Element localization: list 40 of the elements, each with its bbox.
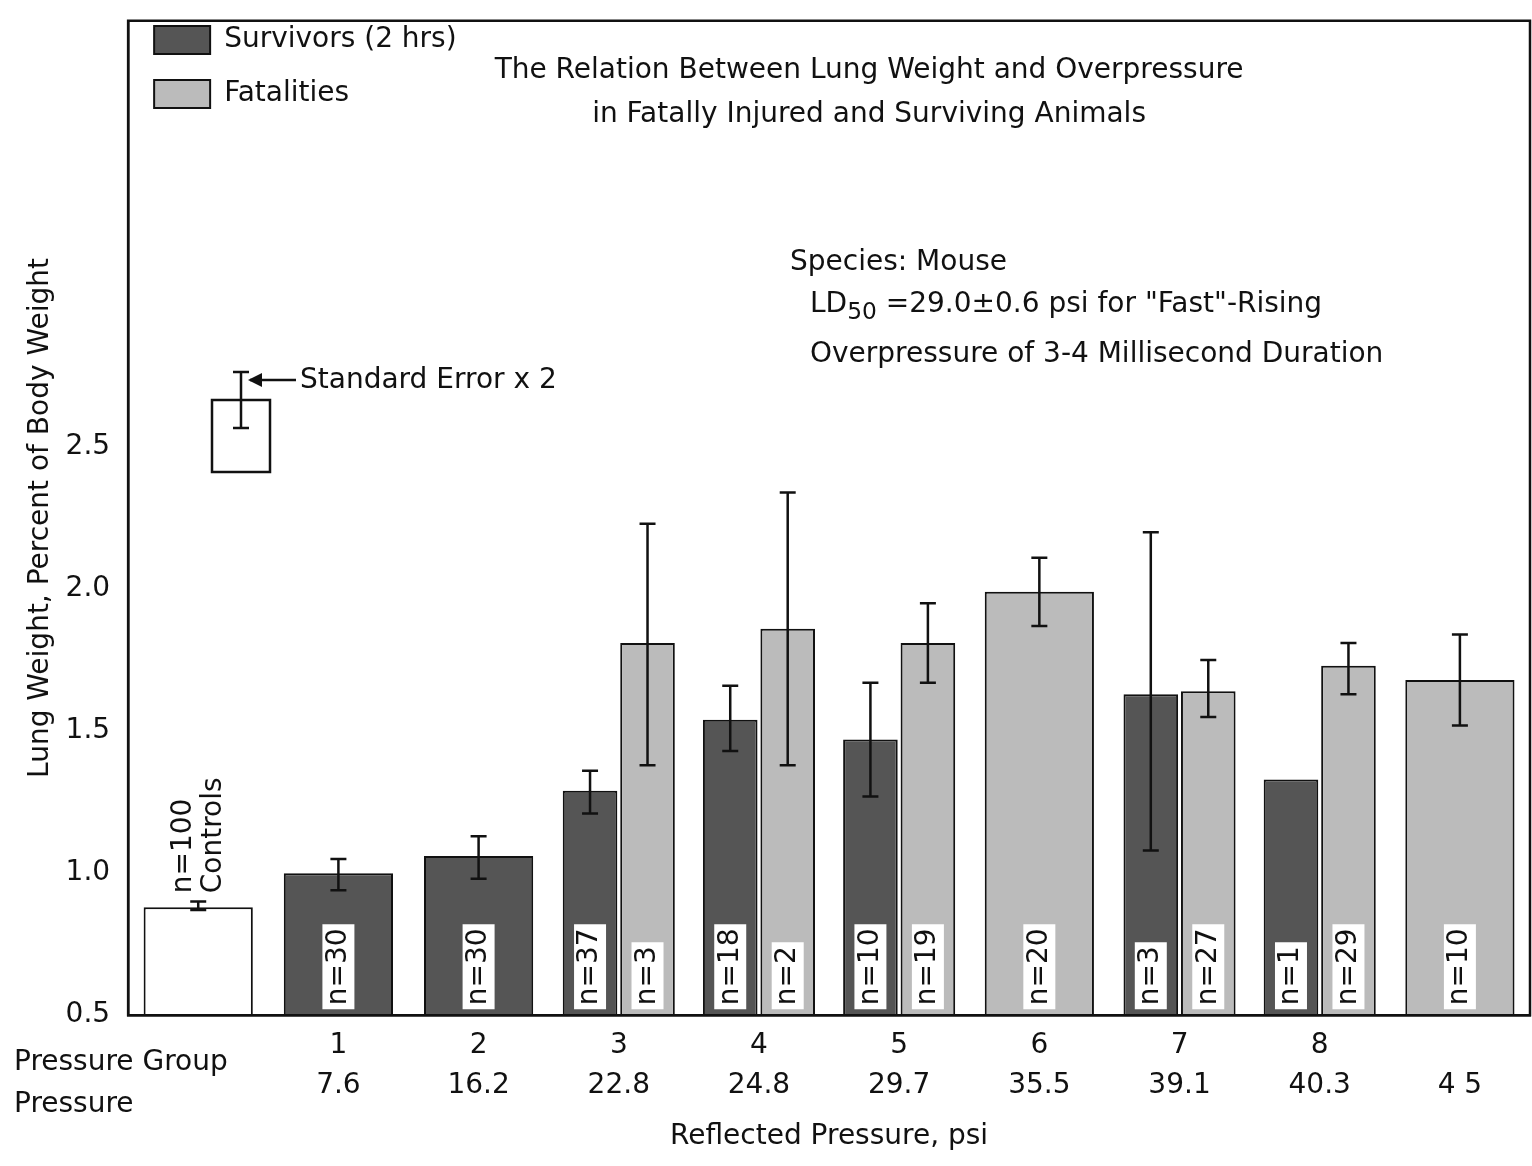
y-tick-label: 1.5 [65, 712, 111, 746]
annotation: n=10 [851, 928, 885, 1006]
y-tick-label: 2.0 [65, 570, 111, 604]
x-tick-label: 1 7.6 [316, 1026, 361, 1101]
text: The Relation Between Lung Weight and Overpressure in Fatally Injured and Surviving Animals [493, 52, 1244, 130]
annotation: n=30 [319, 928, 353, 1006]
y-tick-label: 1.0 [65, 854, 111, 888]
annotation: n=100 Controls [164, 777, 228, 894]
x-tick-label: 8 40.3 [1288, 1026, 1351, 1101]
text: Pressure Group [14, 1044, 228, 1077]
annotation: Species: Mouse [790, 244, 1007, 277]
y-tick-label: 0.5 [65, 996, 111, 1030]
annotation: LD$_{50}$ =29.0±0.6 psi for "Fast"-Rising [810, 286, 1323, 325]
x-tick-label: 5 29.7 [867, 1026, 931, 1101]
x-tick-label: 2 16.2 [447, 1026, 510, 1101]
x-tick-label: 6 35.5 [1008, 1026, 1071, 1101]
annotation: n=1 [1272, 946, 1306, 1006]
annotation: n=2 [768, 946, 802, 1006]
annotation: Standard Error x 2 [300, 362, 557, 395]
annotation: n=3 [1132, 946, 1166, 1006]
legend-label: Fatalities [224, 75, 350, 109]
annotation: n=37 [571, 928, 605, 1006]
legend-label: Survivors (2 hrs) [224, 21, 457, 55]
annotation: n=19 [909, 928, 943, 1006]
x-tick-label: 7 39.1 [1148, 1026, 1211, 1101]
annotation: n=30 [459, 928, 493, 1006]
text: Pressure [14, 1086, 134, 1119]
x-tick-label: 3 22.8 [587, 1026, 650, 1101]
annotation: n=3 [628, 946, 662, 1006]
y-tick-label: 2.5 [65, 428, 111, 462]
y-axis-title: Lung Weight, Percent of Body Weight [22, 258, 56, 778]
annotation: n=18 [711, 928, 745, 1006]
annotation: n=29 [1329, 928, 1363, 1006]
x-axis-title: Reflected Pressure, psi [670, 1118, 989, 1152]
x-tick-label: 4 24.8 [727, 1026, 791, 1101]
annotation: n=27 [1189, 928, 1223, 1006]
x-tick-label: 4 5 [1437, 1067, 1483, 1101]
annotation: n=10 [1441, 928, 1475, 1006]
annotation: n=20 [1020, 928, 1054, 1006]
annotation: Overpressure of 3-4 Millisecond Duration [810, 336, 1384, 369]
